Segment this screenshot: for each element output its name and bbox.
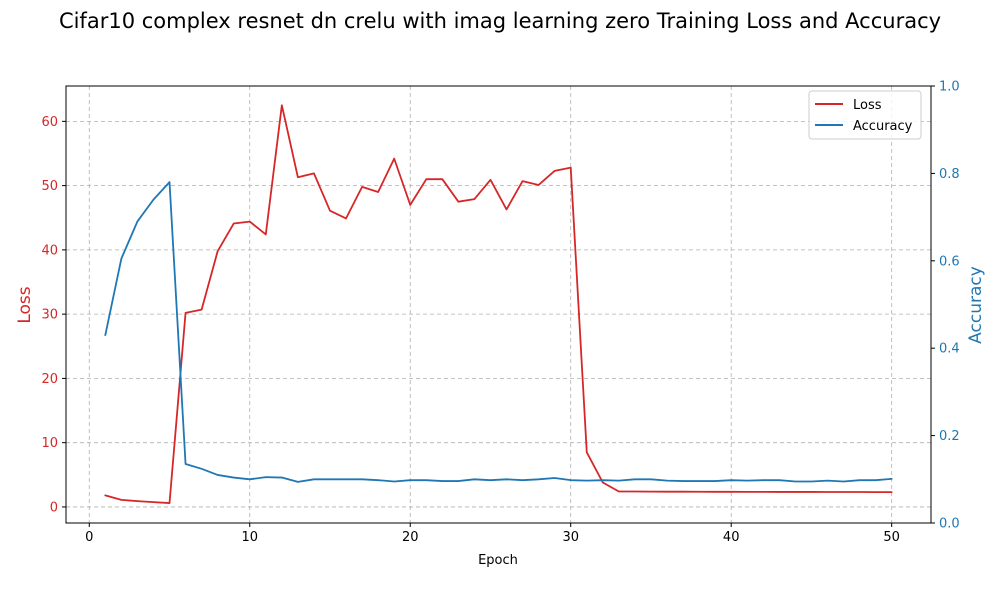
- y-axis-right-label: Accuracy: [966, 266, 986, 344]
- chart-title: Cifar10 complex resnet dn crelu with ima…: [59, 9, 941, 33]
- y-left-tick-label: 40: [41, 243, 58, 258]
- legend-label-accuracy: Accuracy: [853, 119, 913, 134]
- y-left-tick-label: 10: [41, 436, 58, 451]
- y-left-tick-label: 50: [41, 179, 58, 194]
- y-axis-left-label: Loss: [15, 286, 35, 323]
- y-axis-left: 0 10 20 30 40 50 60: [41, 115, 66, 515]
- x-tick-label: 0: [85, 530, 93, 545]
- y-axis-right: 0.0 0.2 0.4 0.6 0.8 1.0: [931, 80, 960, 532]
- series-line-loss: [104, 104, 893, 504]
- x-axis: 0 10 20 30 40 50: [85, 523, 900, 545]
- y-right-tick-label: 0.4: [939, 342, 960, 357]
- series-layer: [104, 104, 893, 504]
- legend-label-loss: Loss: [853, 98, 882, 113]
- x-tick-label: 50: [883, 530, 900, 545]
- y-right-tick-label: 0.2: [939, 429, 960, 444]
- y-left-tick-label: 20: [41, 372, 58, 387]
- x-tick-label: 40: [723, 530, 740, 545]
- y-left-tick-label: 60: [41, 115, 58, 130]
- y-right-tick-label: 1.0: [939, 80, 960, 95]
- y-right-tick-label: 0.6: [939, 254, 960, 269]
- y-left-tick-label: 0: [50, 500, 58, 515]
- x-tick-label: 20: [402, 530, 419, 545]
- x-axis-label: Epoch: [478, 553, 518, 568]
- plot-area: [65, 85, 932, 524]
- series-line-accuracy: [104, 181, 893, 483]
- y-right-tick-label: 0.0: [939, 517, 960, 532]
- legend: Loss Accuracy: [808, 90, 922, 140]
- grid: [66, 86, 931, 523]
- y-right-tick-label: 0.8: [939, 167, 960, 182]
- x-tick-label: 10: [241, 530, 258, 545]
- x-tick-label: 30: [562, 530, 579, 545]
- y-left-tick-label: 30: [41, 308, 58, 323]
